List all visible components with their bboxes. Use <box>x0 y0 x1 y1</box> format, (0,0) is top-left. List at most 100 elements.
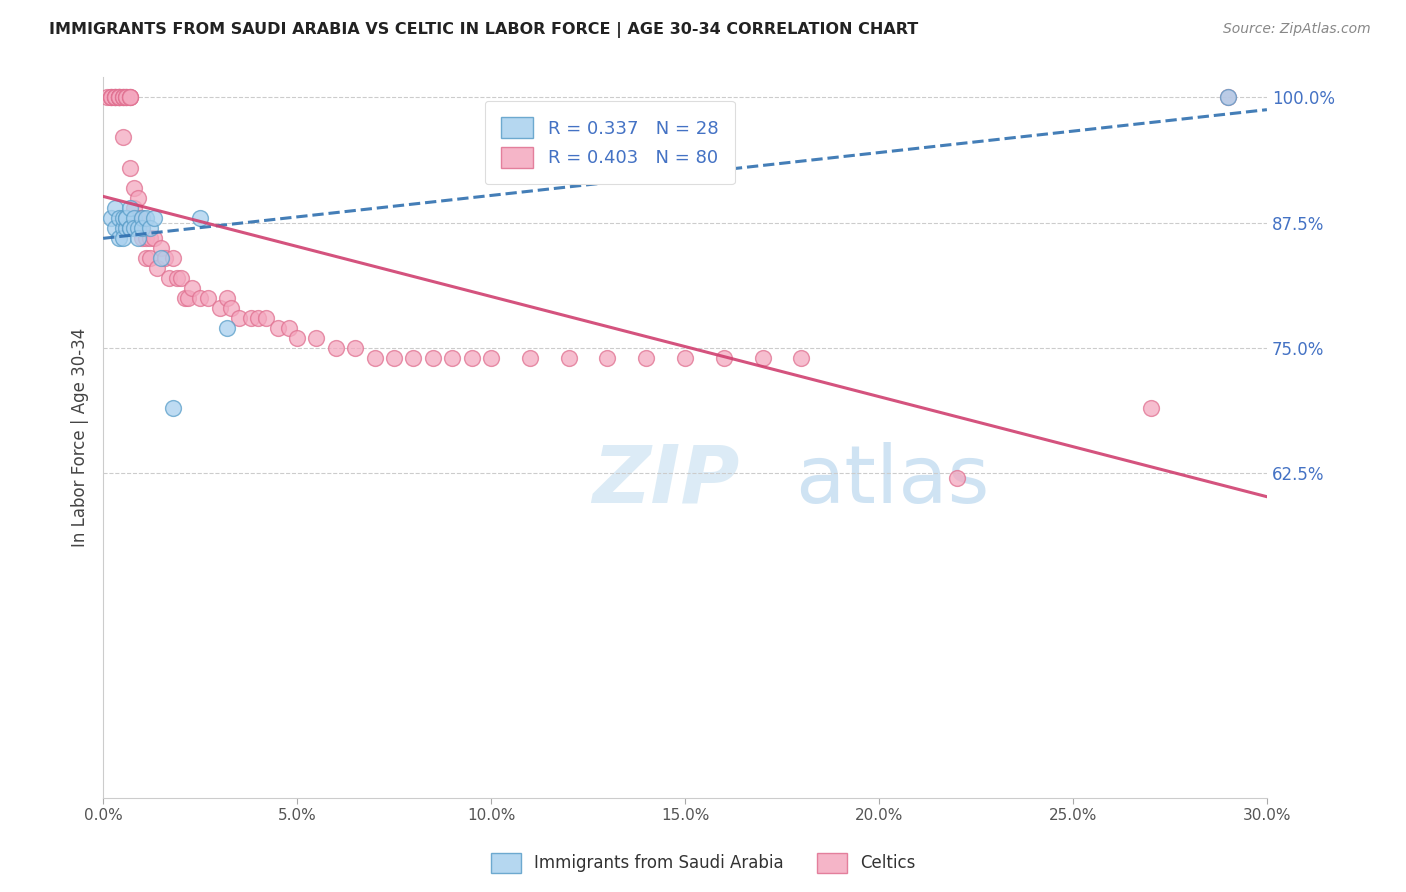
Point <box>135 251 157 265</box>
Point <box>1216 90 1239 104</box>
Point <box>127 190 149 204</box>
Text: Source: ZipAtlas.com: Source: ZipAtlas.com <box>1223 22 1371 37</box>
Point <box>170 270 193 285</box>
Point <box>208 301 231 315</box>
Point <box>120 220 142 235</box>
Point <box>100 90 122 104</box>
Point <box>104 90 127 104</box>
Point <box>363 351 385 365</box>
Point <box>120 90 142 104</box>
Point <box>157 270 180 285</box>
Point <box>100 90 122 104</box>
Point <box>402 351 425 365</box>
Point <box>285 331 308 345</box>
Point <box>111 230 134 244</box>
Point <box>177 291 200 305</box>
Point <box>197 291 219 305</box>
Point <box>162 251 184 265</box>
Point <box>557 351 579 365</box>
Point <box>120 220 142 235</box>
Point <box>460 351 482 365</box>
Point <box>104 220 127 235</box>
Point <box>441 351 464 365</box>
Point <box>104 201 127 215</box>
Point <box>1216 90 1239 104</box>
Point <box>138 220 160 235</box>
Point <box>107 90 129 104</box>
Point <box>790 351 813 365</box>
Point <box>120 161 142 175</box>
Point <box>100 211 122 225</box>
Point <box>122 201 145 215</box>
Point <box>188 291 211 305</box>
Point <box>267 320 290 334</box>
Point <box>596 351 619 365</box>
Point <box>111 90 134 104</box>
Legend: R = 0.337   N = 28, R = 0.403   N = 80: R = 0.337 N = 28, R = 0.403 N = 80 <box>485 101 734 184</box>
Point <box>344 341 367 355</box>
Point <box>111 90 134 104</box>
Point <box>173 291 195 305</box>
Point <box>107 230 129 244</box>
Y-axis label: In Labor Force | Age 30-34: In Labor Force | Age 30-34 <box>72 328 89 548</box>
Point <box>138 251 160 265</box>
Point <box>104 90 127 104</box>
Point <box>219 301 242 315</box>
Point <box>325 341 347 355</box>
Point <box>127 230 149 244</box>
Point <box>636 351 658 365</box>
Point <box>115 90 138 104</box>
Point <box>122 211 145 225</box>
Point <box>107 90 129 104</box>
Point <box>115 90 138 104</box>
Point <box>120 90 142 104</box>
Point <box>104 90 127 104</box>
Point <box>96 90 118 104</box>
Point <box>278 320 301 334</box>
Point <box>181 280 204 294</box>
Point <box>107 90 129 104</box>
Text: ZIP: ZIP <box>592 442 740 520</box>
Point <box>115 220 138 235</box>
Point <box>111 130 134 145</box>
Point <box>131 220 153 235</box>
Point <box>120 90 142 104</box>
Point <box>945 471 967 485</box>
Point <box>305 331 328 345</box>
Point <box>104 90 127 104</box>
Point <box>162 401 184 415</box>
Point <box>115 90 138 104</box>
Point <box>131 220 153 235</box>
Point <box>135 230 157 244</box>
Point <box>107 90 129 104</box>
Point <box>247 310 270 325</box>
Point <box>120 201 142 215</box>
Point <box>135 211 157 225</box>
Point <box>111 220 134 235</box>
Point <box>150 241 173 255</box>
Point <box>127 220 149 235</box>
Point <box>122 220 145 235</box>
Point <box>479 351 502 365</box>
Point <box>153 251 176 265</box>
Point <box>519 351 541 365</box>
Point <box>382 351 405 365</box>
Point <box>751 351 773 365</box>
Point <box>122 180 145 194</box>
Point <box>122 220 145 235</box>
Point <box>131 211 153 225</box>
Point <box>166 270 188 285</box>
Point <box>127 211 149 225</box>
Point <box>111 211 134 225</box>
Point <box>146 260 169 275</box>
Point <box>107 90 129 104</box>
Point <box>188 211 211 225</box>
Text: atlas: atlas <box>796 442 990 520</box>
Point <box>111 90 134 104</box>
Point <box>138 230 160 244</box>
Point <box>1139 401 1161 415</box>
Point <box>142 211 165 225</box>
Legend: Immigrants from Saudi Arabia, Celtics: Immigrants from Saudi Arabia, Celtics <box>484 847 922 880</box>
Point <box>228 310 250 325</box>
Point <box>150 251 173 265</box>
